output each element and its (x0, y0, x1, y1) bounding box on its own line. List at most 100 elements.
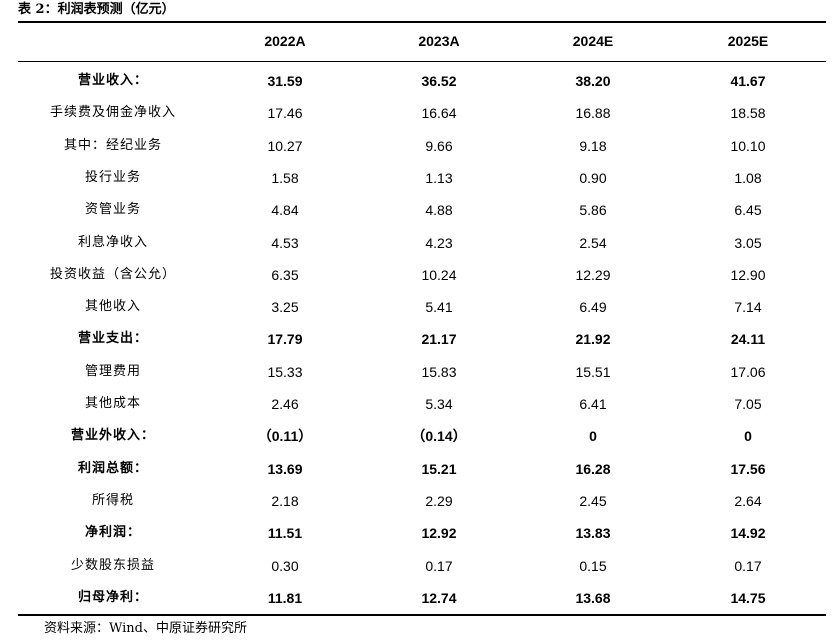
value-cell-2023a: 36.52 (421, 73, 457, 89)
header-year-2022a: 2022A (264, 33, 306, 49)
value-cell-2025e: 2.64 (734, 492, 762, 509)
value-cell-2023a: 4.88 (425, 202, 453, 219)
header-year-2024e: 2024E (572, 33, 614, 49)
row-label: 资管业务 (84, 202, 141, 218)
value-cell-2023a: 10.24 (421, 266, 457, 283)
value-cell-2023a: 0.17 (425, 557, 453, 574)
value-cell-2024e: 13.83 (575, 525, 611, 542)
row-label: 投资收益（含公允） (49, 266, 176, 282)
table-row: 其他收入 3.25 5.41 6.49 7.14 (18, 291, 826, 323)
value-cell-2022a: 0.30 (271, 557, 299, 574)
value-cell-2023a: （0.14） (411, 428, 467, 445)
value-cell-2024e: 5.86 (579, 202, 607, 219)
table-row: 其他成本 2.46 5.34 6.41 7.05 (18, 388, 826, 420)
table-row: 少数股东损益 0.30 0.17 0.15 0.17 (18, 550, 826, 582)
header-year-2023a: 2023A (418, 33, 460, 49)
value-cell-2022a: 3.25 (271, 299, 299, 316)
row-label: 净利润： (84, 525, 141, 541)
value-cell-2022a: 11.81 (267, 589, 303, 606)
value-cell-2023a: 5.34 (425, 396, 453, 412)
value-cell-2025e: 3.05 (734, 234, 762, 251)
value-cell-2024e: 0.15 (579, 557, 607, 574)
value-cell-2023a: 5.41 (425, 299, 453, 316)
value-cell-2024e: 12.29 (575, 266, 611, 283)
value-cell-2025e: 12.90 (730, 266, 766, 283)
row-label: 利息净收入 (77, 234, 148, 250)
row-label: 归母净利： (77, 589, 148, 605)
value-cell-2022a: 13.69 (267, 460, 303, 477)
row-label: 营业收入： (77, 73, 148, 88)
table-title: 表 2：利润表预测（亿元） (18, 2, 175, 17)
table-row: 利润总额： 13.69 15.21 16.28 17.56 (18, 453, 826, 485)
value-cell-2024e: 2.54 (579, 234, 607, 251)
value-cell-2024e: 38.20 (575, 73, 611, 89)
value-cell-2023a: 21.17 (421, 331, 457, 348)
table-top-rule (18, 21, 826, 23)
table-row: 营业外收入： （0.11） （0.14） 0 0 (18, 420, 826, 452)
row-label: 投行业务 (84, 169, 141, 185)
value-cell-2022a: 2.46 (271, 396, 299, 412)
value-cell-2025e: 7.05 (734, 396, 762, 412)
value-cell-2025e: 24.11 (730, 331, 766, 348)
row-label: 手续费及佣金净收入 (49, 105, 176, 121)
table-row: 投资收益（含公允） 6.35 10.24 12.29 12.90 (18, 259, 826, 291)
value-cell-2022a: 10.27 (267, 137, 303, 154)
header-year-2025e: 2025E (727, 33, 769, 49)
header-label-cell (18, 25, 208, 57)
table-row: 营业支出： 17.79 21.17 21.92 24.11 (18, 323, 826, 355)
value-cell-2024e: 16.28 (575, 460, 611, 477)
source-note: 资料来源：Wind、中原证券研究所 (44, 621, 247, 636)
table-row: 管理费用 15.33 15.83 15.51 17.06 (18, 356, 826, 388)
value-cell-2023a: 2.29 (425, 492, 453, 509)
value-cell-2025e: 14.75 (730, 589, 766, 606)
value-cell-2022a: （0.11） (257, 428, 313, 445)
value-cell-2024e: 0.90 (579, 169, 607, 186)
value-cell-2024e: 0 (589, 428, 597, 445)
value-cell-2023a: 16.64 (421, 105, 457, 122)
value-cell-2024e: 13.68 (575, 589, 611, 606)
value-cell-2022a: 4.53 (271, 234, 299, 251)
table-row: 营业收入： 31.59 36.52 38.20 41.67 (18, 65, 826, 97)
value-cell-2023a: 1.13 (425, 169, 453, 186)
value-cell-2025e: 0.17 (734, 557, 762, 574)
value-cell-2023a: 12.74 (421, 589, 457, 606)
value-cell-2022a: 15.33 (267, 363, 303, 380)
table-row: 手续费及佣金净收入 17.46 16.64 16.88 18.58 (18, 97, 826, 129)
table-row: 利息净收入 4.53 4.23 2.54 3.05 (18, 227, 826, 259)
value-cell-2024e: 6.41 (579, 396, 607, 412)
value-cell-2023a: 15.83 (421, 363, 457, 380)
table-row: 所得税 2.18 2.29 2.45 2.64 (18, 485, 826, 517)
value-cell-2024e: 2.45 (579, 492, 607, 509)
value-cell-2022a: 6.35 (271, 266, 299, 283)
value-cell-2022a: 17.79 (267, 331, 303, 348)
value-cell-2023a: 15.21 (421, 460, 457, 477)
row-label: 其他收入 (84, 299, 141, 315)
value-cell-2022a: 2.18 (271, 492, 299, 509)
value-cell-2023a: 4.23 (425, 234, 453, 251)
value-cell-2024e: 21.92 (575, 331, 611, 348)
row-label: 利润总额： (77, 460, 148, 476)
value-cell-2025e: 41.67 (730, 73, 766, 89)
table-bottom-rule (18, 614, 826, 616)
row-label: 营业支出： (77, 331, 148, 347)
value-cell-2023a: 9.66 (425, 137, 453, 154)
value-cell-2022a: 4.84 (271, 202, 299, 219)
value-cell-2022a: 11.51 (267, 525, 303, 542)
row-label: 所得税 (91, 492, 134, 508)
value-cell-2025e: 7.14 (734, 299, 762, 316)
value-cell-2022a: 1.58 (271, 169, 299, 186)
table-row: 投行业务 1.58 1.13 0.90 1.08 (18, 162, 826, 194)
row-label: 其他成本 (84, 396, 141, 411)
value-cell-2025e: 17.06 (730, 363, 766, 380)
value-cell-2024e: 16.88 (575, 105, 611, 122)
table-row: 资管业务 4.84 4.88 5.86 6.45 (18, 194, 826, 226)
table-row: 净利润： 11.51 12.92 13.83 14.92 (18, 517, 826, 549)
value-cell-2025e: 1.08 (734, 169, 762, 186)
value-cell-2025e: 6.45 (734, 202, 762, 219)
value-cell-2023a: 12.92 (421, 525, 457, 542)
value-cell-2024e: 6.49 (579, 299, 607, 316)
header-divider-rule (18, 61, 826, 62)
value-cell-2024e: 15.51 (575, 363, 611, 380)
row-label: 营业外收入： (70, 428, 155, 444)
row-label: 少数股东损益 (70, 557, 155, 573)
